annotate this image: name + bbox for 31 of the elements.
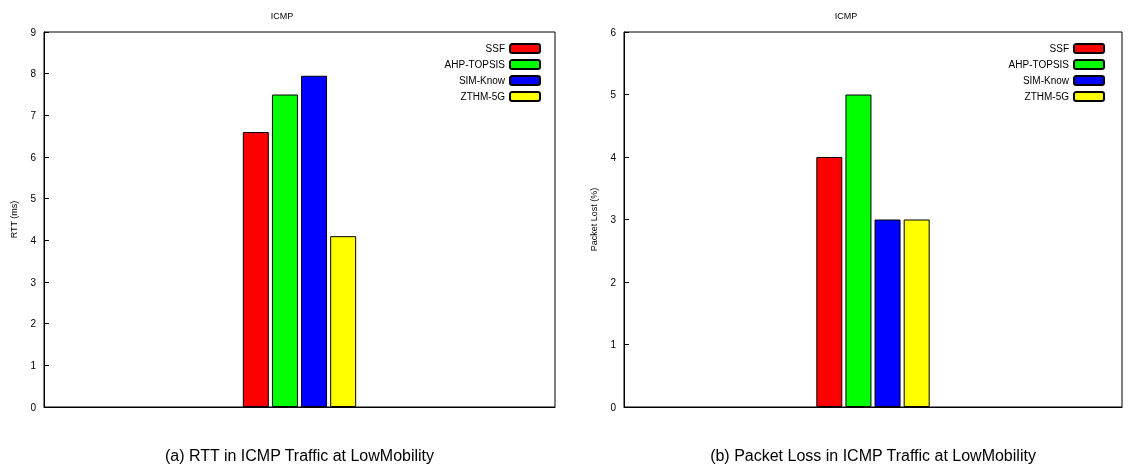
legend-label: AHP-TOPSIS — [1008, 59, 1070, 70]
y-tick-label: 9 — [30, 26, 37, 38]
y-tick-label: 0 — [610, 401, 617, 413]
legend-label: ZTHM-5G — [460, 91, 506, 102]
legend-label: AHP-TOPSIS — [444, 59, 506, 70]
legend-label: SIM-Know — [1022, 75, 1070, 86]
y-tick-label: 4 — [30, 234, 37, 246]
y-tick-label: 7 — [30, 109, 37, 121]
y-axis-title: RTT (ms) — [8, 200, 19, 239]
y-tick-label: 6 — [610, 26, 617, 38]
y-tick-label: 0 — [30, 401, 37, 413]
legend-label: ZTHM-5G — [1024, 91, 1070, 102]
legend-label: SSF — [1049, 43, 1069, 54]
legend-label: SIM-Know — [458, 75, 506, 86]
y-tick-label: 1 — [30, 359, 37, 371]
x-axis-title: (a) RTT in ICMP Traffic at LowMobility — [164, 446, 435, 464]
y-tick-label: 2 — [610, 276, 617, 288]
y-tick-label: 5 — [30, 193, 37, 205]
chart-title: ICMP — [834, 10, 858, 21]
y-tick-label: 5 — [610, 89, 617, 100]
y-tick-label: 6 — [30, 151, 37, 163]
y-tick-label: 4 — [610, 151, 617, 163]
y-tick-label: 3 — [610, 214, 617, 225]
y-tick-label: 2 — [30, 318, 37, 330]
y-tick-label: 1 — [610, 339, 617, 350]
y-tick-label: 8 — [30, 68, 37, 80]
chart-title: ICMP — [270, 10, 294, 21]
y-axis-title: Packet Lost (%) — [588, 187, 599, 252]
y-tick-label: 3 — [30, 276, 37, 288]
legend-label: SSF — [485, 43, 505, 54]
x-axis-title: (b) Packet Loss in ICMP Traffic at LowMobility — [710, 446, 1036, 464]
